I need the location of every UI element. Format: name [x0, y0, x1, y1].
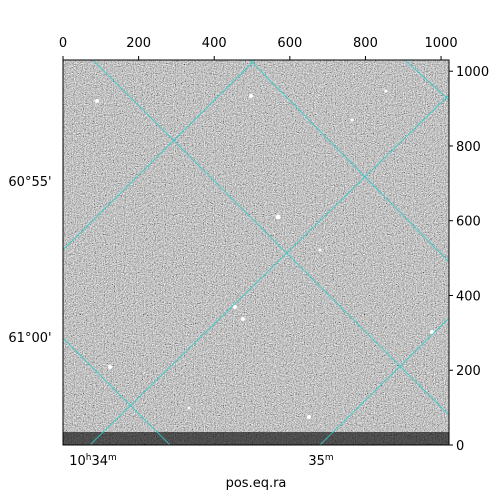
image-edge	[63, 432, 449, 445]
y-tick-label: 200	[456, 364, 481, 379]
ra-part: h	[86, 453, 92, 463]
ra-part: m	[108, 453, 117, 463]
y-tick-label: 600	[456, 215, 481, 230]
ra-tick-label: 10h34m	[69, 453, 117, 469]
frame	[62, 59, 450, 446]
x-tick-label: 800	[353, 36, 378, 51]
dec-tick-label: 61°00'	[8, 331, 51, 346]
x-tick-label: 400	[202, 36, 227, 51]
dec-tick-label: 60°55'	[8, 175, 51, 190]
ra-part: 10	[69, 454, 86, 469]
ra-tick-label: 35m	[308, 453, 333, 469]
x-tick-label: 200	[126, 36, 151, 51]
x-tick-label: 600	[277, 36, 302, 51]
coordinate-grid	[63, 60, 449, 445]
x-axis-label: pos.eq.ra	[226, 476, 287, 491]
x-tick-label: 1000	[425, 36, 458, 51]
y-tick-label: 1000	[456, 65, 489, 80]
ra-part: 35	[308, 454, 325, 469]
ra-part: 34	[91, 454, 108, 469]
y-tick-label: 400	[456, 289, 481, 304]
image-panel	[62, 59, 450, 446]
image-noise	[63, 60, 449, 445]
stars	[95, 89, 434, 419]
y-tick-label: 800	[456, 140, 481, 155]
ra-part: m	[325, 453, 334, 463]
x-tick-label: 0	[59, 36, 67, 51]
y-tick-label: 0	[456, 439, 464, 454]
